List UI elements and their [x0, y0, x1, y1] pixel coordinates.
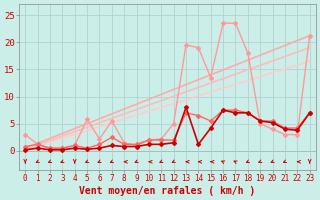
X-axis label: Vent moyen/en rafales ( km/h ): Vent moyen/en rafales ( km/h ): [79, 186, 256, 196]
